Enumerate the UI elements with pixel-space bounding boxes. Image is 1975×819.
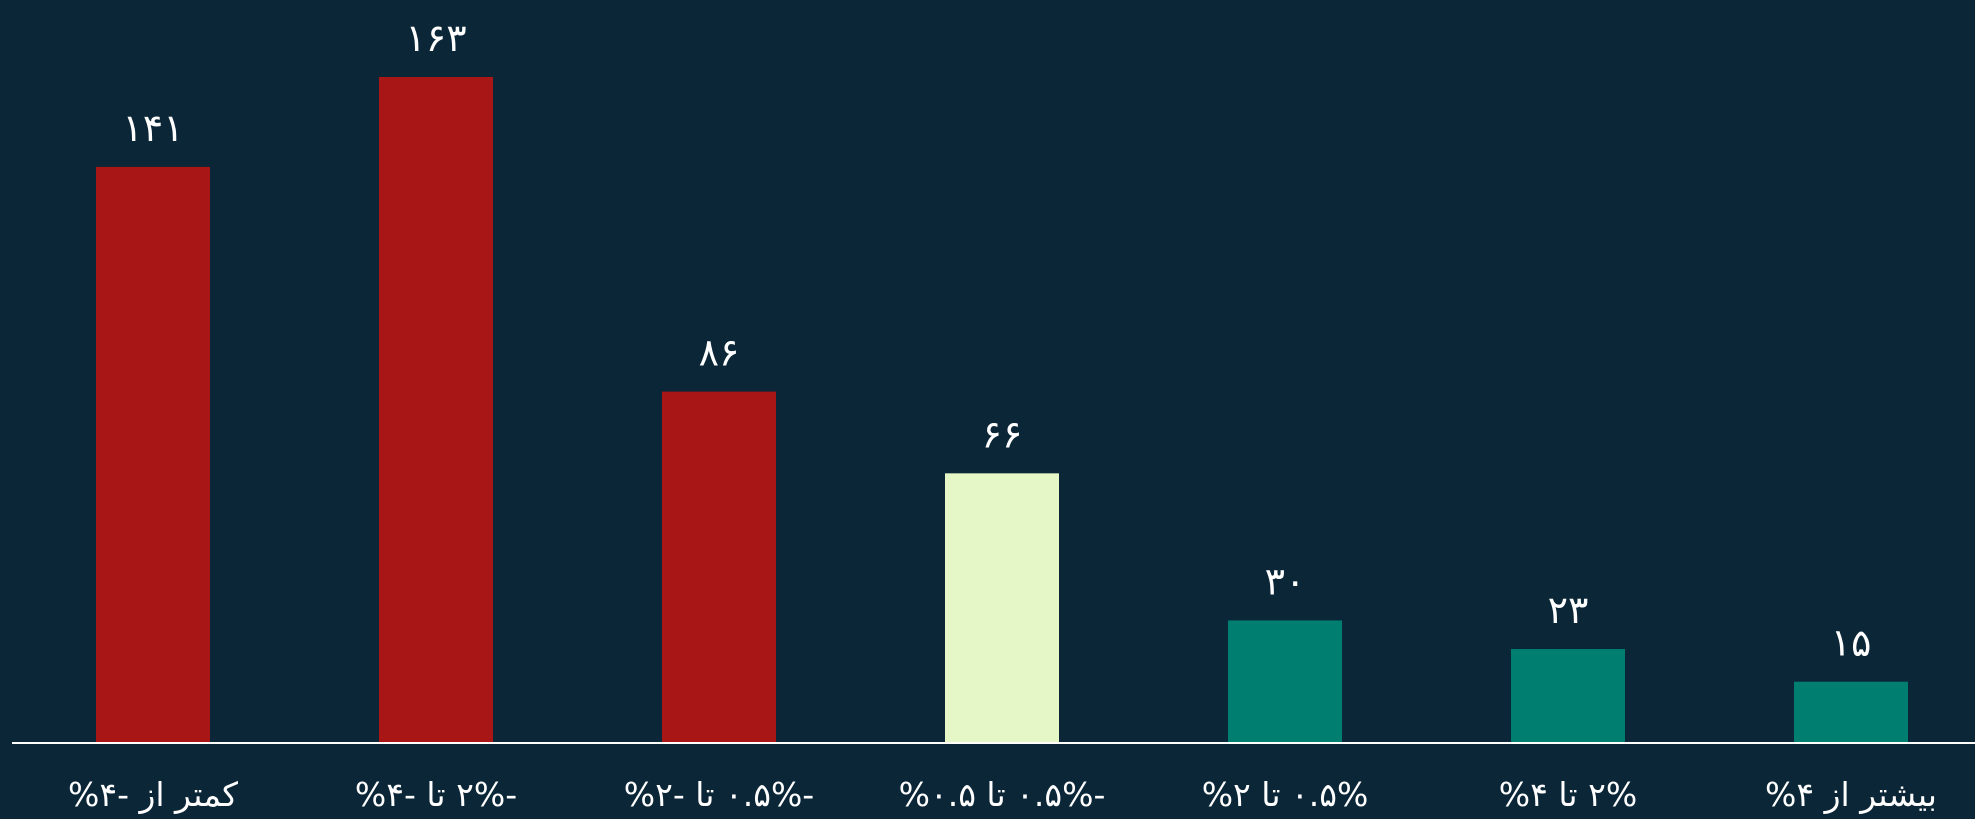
value-labels-group: ۱۴۱ ۱۶۳ ۸۶ ۶۶ ۳۰ ۲۳ ۱۵ <box>122 16 1871 665</box>
bar-6 <box>1794 681 1908 743</box>
x-tick-label-1: -۲% تا -۴% <box>355 775 517 814</box>
x-tick-label-3: -۰.۵% تا ۰.۵% <box>899 775 1106 814</box>
bar-3 <box>945 473 1059 743</box>
value-label-3: ۶۶ <box>982 412 1023 456</box>
x-tick-labels-group: کمتر از -۴% -۲% تا -۴% -۰.۵% تا -۲% -۰.۵% ت… <box>68 775 1937 814</box>
x-tick-label-5: ۲% تا ۴% <box>1499 775 1637 814</box>
x-tick-label-4: ۰.۵% تا ۲% <box>1202 775 1369 814</box>
x-tick-label-2: -۰.۵% تا -۲% <box>624 775 814 814</box>
value-label-5: ۲۳ <box>1548 588 1589 632</box>
value-label-2: ۸۶ <box>699 331 740 375</box>
value-label-4: ۳۰ <box>1265 559 1306 603</box>
value-label-6: ۱۵ <box>1831 621 1872 665</box>
bar-5 <box>1511 649 1625 743</box>
value-label-0: ۱۴۱ <box>122 106 183 150</box>
bar-2 <box>662 391 776 743</box>
x-tick-label-0: کمتر از -۴% <box>68 775 238 814</box>
bar-4 <box>1228 620 1342 743</box>
bar-1 <box>379 77 493 743</box>
value-label-1: ۱۶۳ <box>405 16 466 60</box>
bar-0 <box>96 166 210 743</box>
bars-group <box>96 77 1908 743</box>
x-tick-label-6: بیشتر از ۴% <box>1765 775 1937 814</box>
